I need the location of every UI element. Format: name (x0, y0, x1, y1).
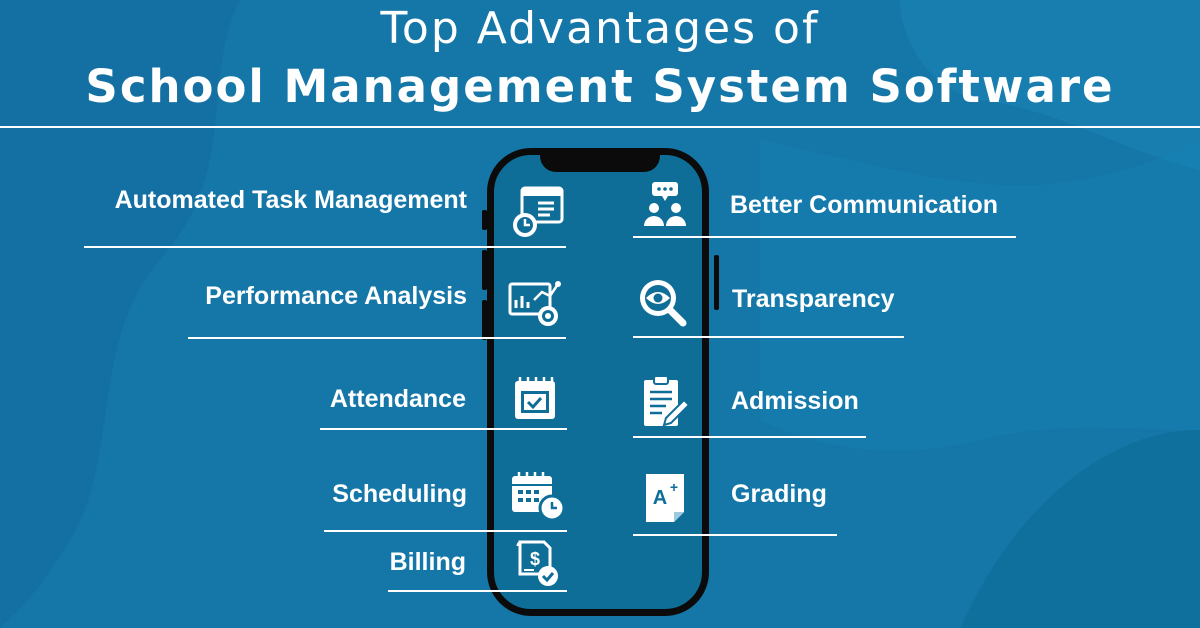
feature-underline (633, 236, 1016, 238)
feature-underline (633, 336, 904, 338)
feature-underline (633, 436, 866, 438)
svg-text:$: $ (530, 549, 540, 569)
phone-side-button (714, 255, 719, 310)
feature-label: Grading (731, 480, 827, 508)
feature-attendance: Attendance (320, 385, 567, 430)
svg-text:A: A (653, 487, 667, 509)
chart-analysis-icon (508, 281, 561, 326)
feature-label: Transparency (732, 285, 895, 313)
grade-a-plus-icon: A + (646, 474, 684, 522)
feature-underline (324, 530, 567, 532)
feature-performance-analysis: Performance Analysis (186, 282, 566, 339)
feature-better-communication: Better Communication (633, 191, 1020, 238)
clipboard-pen-icon (644, 375, 691, 427)
feature-underline (320, 428, 567, 430)
people-chat-icon (644, 182, 686, 226)
title-divider (0, 126, 1200, 128)
feature-label: Better Communication (730, 191, 999, 219)
title-line-1: Top Advantages of (380, 3, 820, 54)
phone-side-button (482, 210, 487, 230)
feature-scheduling: Scheduling (324, 480, 567, 532)
invoice-dollar-icon: $ (516, 540, 558, 586)
feature-automated-task-management: Automated Task Management (84, 186, 566, 248)
feature-label: Scheduling (332, 480, 467, 508)
feature-label: Performance Analysis (205, 282, 467, 310)
feature-transparency: Transparency (633, 285, 907, 338)
phone-notch (540, 150, 660, 172)
phone-side-button (482, 300, 487, 340)
task-calendar-clock-icon (513, 186, 564, 237)
feature-underline (388, 590, 567, 592)
feature-underline (188, 337, 566, 339)
feature-label: Automated Task Management (114, 186, 467, 214)
calendar-check-icon (515, 377, 555, 419)
feature-label: Attendance (329, 385, 466, 413)
feature-grading: Grading (633, 480, 837, 536)
feature-underline (633, 534, 837, 536)
feature-underline (84, 246, 566, 248)
title-line-2: School Management System Software (85, 60, 1115, 113)
feature-label: Billing (389, 548, 466, 576)
magnifier-eye-icon (640, 280, 687, 327)
phone-side-button (482, 250, 487, 290)
feature-billing: Billing (386, 548, 567, 592)
feature-admission: Admission (633, 387, 866, 438)
feature-label: Admission (731, 387, 859, 415)
calendar-clock-icon (512, 472, 566, 522)
svg-text:+: + (670, 479, 678, 495)
